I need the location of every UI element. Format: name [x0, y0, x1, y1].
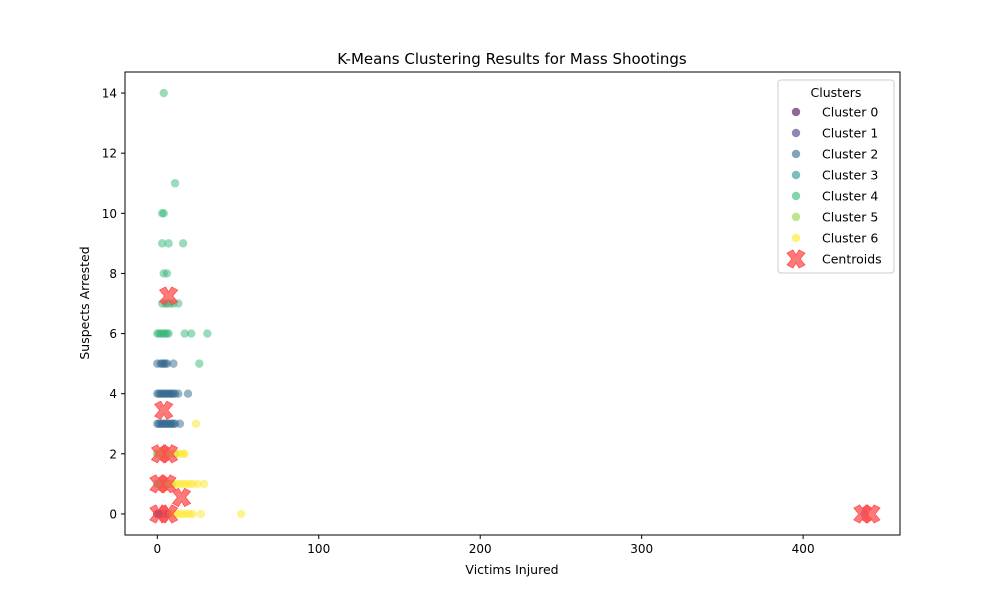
legend-label: Cluster 5: [822, 210, 878, 225]
y-tick-label: 2: [109, 447, 117, 461]
legend-items: Cluster 0 Cluster 1 Cluster 2 Cluster 3 Clus…: [786, 105, 882, 269]
x-axis-ticks: 0 100 200 300 400: [153, 535, 815, 556]
y-axis-label: Suspects Arrested: [77, 246, 92, 359]
y-tick-label: 0: [109, 507, 117, 521]
cluster-2-point: [183, 389, 193, 398]
cluster-6-point: [193, 479, 202, 489]
centroid-marker: [154, 400, 174, 420]
legend-label: Centroids: [822, 252, 882, 267]
cluster-6-point: [180, 449, 189, 459]
cluster-2-point: [174, 389, 183, 398]
centroid-marker: [158, 504, 179, 524]
legend-marker: [791, 212, 801, 222]
legend-marker: [791, 191, 801, 201]
y-tick-label: 10: [102, 207, 117, 221]
legend-marker: [791, 149, 801, 159]
x-tick-label: 400: [792, 542, 815, 556]
x-tick-label: 100: [307, 542, 330, 556]
cluster-2-point: [175, 419, 185, 428]
y-tick-label: 12: [102, 147, 117, 161]
cluster-6-point: [199, 479, 209, 489]
centroid-marker: [158, 286, 179, 306]
legend-marker-centroid: [786, 249, 806, 269]
legend-label: Cluster 1: [822, 126, 878, 141]
cluster-4-point: [159, 88, 168, 98]
y-axis-ticks: 0 2 4 6 8 10 12 14: [102, 87, 125, 521]
cluster-6-point: [191, 419, 201, 428]
cluster-4-point: [180, 329, 189, 338]
y-tick-label: 14: [102, 87, 117, 101]
x-tick-label: 300: [630, 542, 653, 556]
legend-label: Cluster 4: [822, 189, 878, 204]
y-tick-label: 6: [109, 327, 117, 341]
centroid-layer: [149, 286, 881, 524]
cluster-4-point: [178, 239, 188, 248]
legend-label: Cluster 2: [822, 147, 878, 162]
centroid-marker: [861, 504, 881, 524]
plot-frame: [124, 71, 901, 536]
cluster-6-point: [188, 509, 198, 519]
x-tick-label: 0: [153, 542, 161, 556]
legend-marker: [791, 170, 801, 180]
legend-marker: [791, 128, 801, 138]
cluster-4-point: [157, 239, 167, 248]
legend-title: Clusters: [811, 85, 862, 100]
cluster-4-point: [203, 329, 212, 338]
cluster-4-point: [164, 329, 173, 338]
cluster-4-point: [195, 359, 204, 368]
cluster-2-point: [162, 359, 172, 368]
cluster-4-point: [186, 329, 196, 338]
cluster-2-point: [169, 359, 178, 368]
cluster-4-point: [159, 209, 168, 218]
x-tick-label: 200: [469, 542, 492, 556]
y-tick-label: 4: [109, 387, 117, 401]
cluster-6-point: [237, 509, 246, 519]
legend-label: Cluster 3: [822, 168, 878, 183]
centroid-marker: [171, 487, 192, 507]
legend-marker: [791, 233, 801, 243]
chart-title: K-Means Clustering Results for Mass Shoo…: [337, 50, 687, 68]
y-tick-label: 8: [109, 267, 117, 281]
cluster-4-point: [162, 269, 172, 278]
legend-label: Cluster 6: [822, 231, 878, 246]
legend-label: Cluster 0: [822, 105, 878, 120]
x-axis-label: Victims Injured: [465, 562, 558, 577]
legend-box: [777, 79, 895, 274]
cluster-4-point: [170, 179, 180, 188]
cluster-6-point: [196, 509, 206, 519]
centroid-marker: [158, 444, 179, 464]
cluster-4-point: [164, 239, 173, 248]
legend-marker: [791, 107, 801, 117]
